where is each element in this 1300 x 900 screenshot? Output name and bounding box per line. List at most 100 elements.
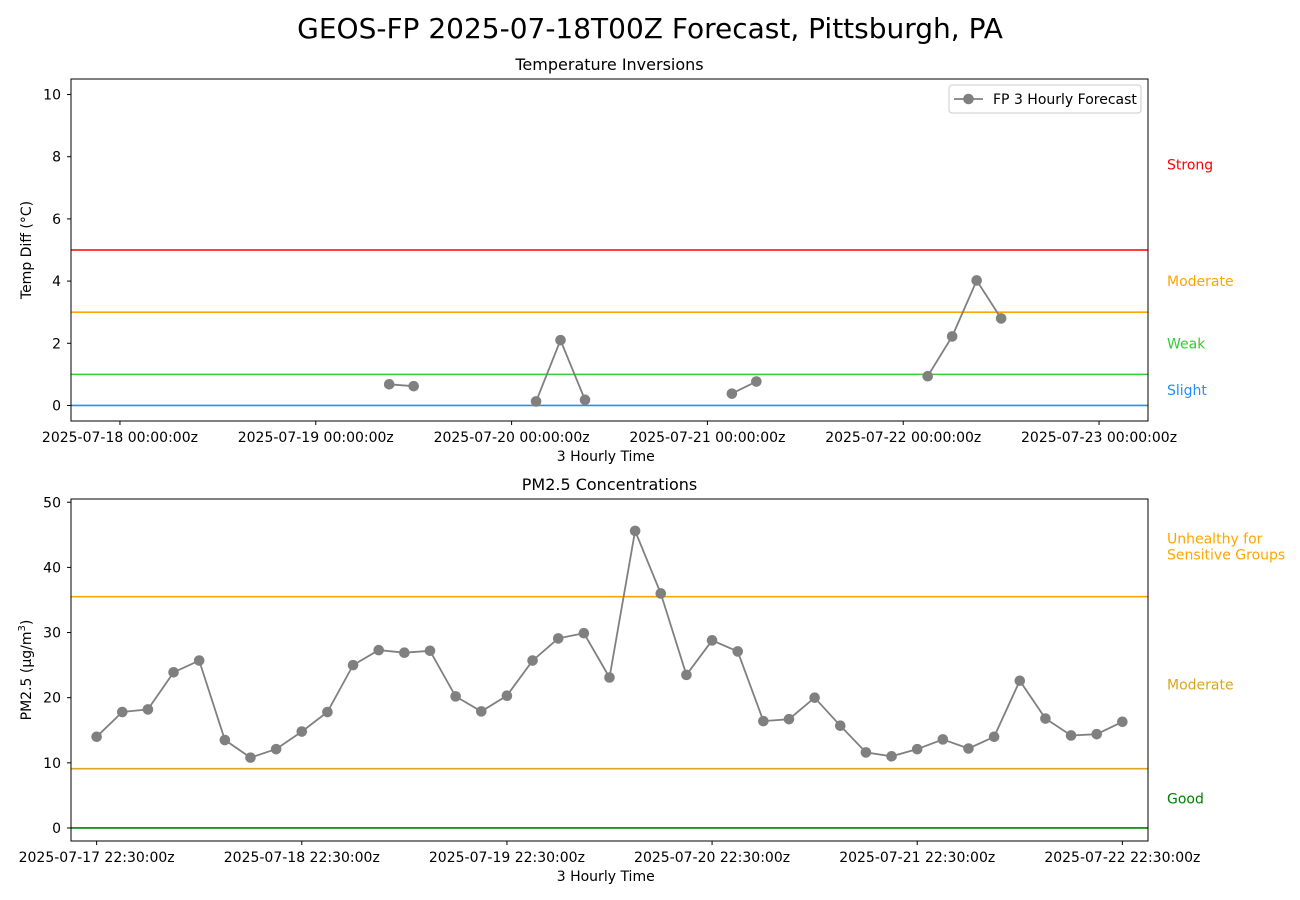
y-tick-label: 2 [52,336,61,352]
series-line [535,337,586,402]
axes-frame [70,78,1149,422]
figure-title: GEOS-FP 2025-07-18T00Z Forecast, Pittsbu… [297,12,1003,45]
data-point [1091,728,1103,740]
data-point [450,691,461,702]
data-point [963,743,974,754]
data-point [552,633,564,644]
chart-inversion: Temperature Inversions Slight Weak Moderate… [19,55,1234,465]
data-point [322,706,333,718]
data-point [886,751,897,762]
threshold-label: Moderate [1167,678,1234,694]
y-tick-label: 30 [43,626,61,642]
data-point [783,713,795,725]
x-tick-label: 2025-07-19 00:00:00z [238,430,394,446]
data-point [758,715,769,727]
data-point [347,659,359,671]
threshold-label: Weak [1167,336,1206,352]
data-point [995,313,1007,324]
data-point [629,525,641,537]
data-point [860,747,872,758]
y-tick-label: 0 [52,398,61,414]
data-point [142,704,154,715]
x-tick-label: 2025-07-22 22:30:00z [1044,850,1200,866]
x-axis-label: 3 Hourly Time [557,449,655,465]
data-point [834,720,846,731]
data-point [296,726,308,737]
x-tick-label: 2025-07-20 22:30:00z [634,850,790,866]
data-point [116,706,128,718]
y-tick-label: 40 [43,560,61,576]
threshold-label: Good [1167,792,1204,808]
y-tick-label: 10 [43,88,61,104]
data-point [1040,713,1051,724]
data-point [732,646,744,657]
y-tick-label: 50 [43,495,61,511]
series-line [95,527,1123,759]
threshold-label: Slight [1167,383,1207,399]
data-point [578,627,590,639]
data-point [1065,730,1077,741]
threshold-label: Strong [1167,158,1213,174]
y-tick-label: 4 [52,274,61,290]
legend-box [948,84,1142,114]
x-tick-label: 2025-07-22 00:00:00z [825,430,981,446]
y-axis-label: PM2.5 (µg/m3) [17,620,35,721]
data-point [1014,675,1026,687]
data-point [922,370,934,382]
threshold-label: Unhealthy for Sensitive Groups [1167,532,1285,564]
data-point [193,655,205,666]
chart-title: Temperature Inversions [514,55,703,74]
y-tick-label: 0 [52,821,61,837]
data-point [809,692,820,703]
data-point [383,379,395,390]
data-point [1117,716,1128,728]
data-point [270,743,282,755]
data-point [530,396,542,407]
data-point [408,380,419,392]
legend: FP 3 Hourly Forecast [948,84,1142,114]
data-point [168,666,179,678]
series-line [926,278,1002,377]
y-tick-label: 6 [52,212,61,228]
data-point [706,635,718,646]
threshold-label: Moderate [1167,274,1234,290]
data-point [971,275,982,286]
x-tick-label: 2025-07-23 00:00:00z [1021,430,1177,446]
chart-title: PM2.5 Concentrations [522,475,698,494]
data-point [91,731,102,743]
y-tick-label: 20 [43,691,61,707]
data-point [604,672,615,683]
legend-marker [963,93,974,105]
data-point [245,752,256,763]
data-point [373,644,385,656]
y-tick-label: 8 [52,150,61,166]
data-point [988,731,1000,743]
data-point [527,655,538,666]
data-point [219,734,231,746]
data-point [911,743,923,755]
data-point [726,388,738,399]
x-axis-label: 3 Hourly Time [557,869,655,885]
legend-label: FP 3 Hourly Forecast [993,92,1137,108]
data-point [946,331,958,342]
chart-pm25: PM2.5 Concentrations Good Moderate Unhealth… [17,475,1285,885]
x-tick-label: 2025-07-17 22:30:00z [19,850,175,866]
data-point [751,376,762,387]
axes-frame [70,498,1149,842]
x-tick-label: 2025-07-18 00:00:00z [42,430,198,446]
x-tick-label: 2025-07-20 00:00:00z [434,430,590,446]
data-point [399,647,410,659]
y-tick-label: 10 [43,756,61,772]
x-tick-label: 2025-07-19 22:30:00z [429,850,585,866]
x-tick-label: 2025-07-21 00:00:00z [629,430,785,446]
data-point [655,588,667,599]
data-point [501,690,513,702]
data-point [681,669,692,681]
data-point [424,645,436,657]
data-point [579,394,591,406]
x-tick-label: 2025-07-18 22:30:00z [224,850,380,866]
data-point [475,706,487,717]
x-tick-label: 2025-07-21 22:30:00z [839,850,995,866]
data-point [555,334,566,346]
